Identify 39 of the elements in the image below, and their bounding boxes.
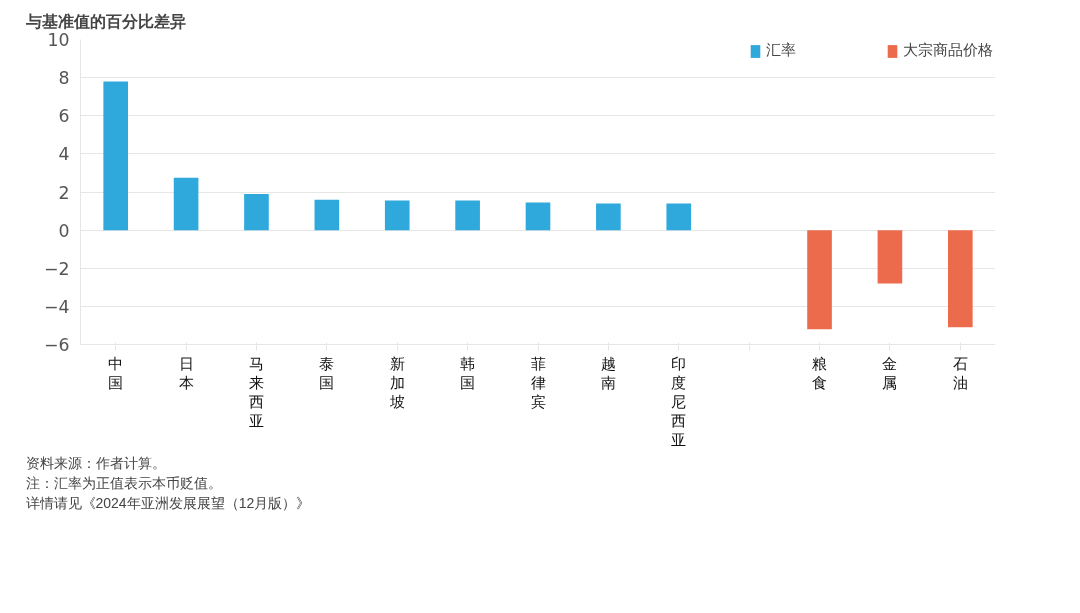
- bar: [666, 203, 692, 231]
- bar: [103, 81, 129, 231]
- y-tick-label: −6: [43, 335, 70, 355]
- y-tick-label: 6: [58, 106, 70, 127]
- x-tick-label: 新加坡: [388, 355, 405, 410]
- y-tick-label: 8: [58, 68, 70, 89]
- bar: [384, 200, 410, 231]
- bar: [947, 230, 973, 328]
- y-tick-label: 10: [47, 30, 70, 50]
- bar: [244, 193, 269, 231]
- bar: [596, 203, 621, 231]
- x-tick-label: 越南: [600, 355, 616, 391]
- x-tick-label: 石油: [952, 355, 968, 391]
- y-tick-label: −4: [43, 296, 70, 317]
- y-tick-label: −2: [43, 258, 70, 279]
- y-axis-title: 与基准值的百分比差异: [24, 12, 186, 30]
- x-tick-label: 金属: [882, 355, 898, 391]
- x-tick-label: 菲律宾: [530, 355, 546, 410]
- x-tick-label: 粮食: [812, 355, 828, 391]
- x-tick-label: 马来西亚: [248, 355, 264, 430]
- y-tick-label: 2: [58, 182, 70, 203]
- bar: [877, 230, 903, 284]
- bar: [173, 177, 199, 231]
- bar: [314, 199, 340, 231]
- bar: [525, 202, 551, 231]
- x-tick-label: 印度尼西亚: [671, 355, 687, 449]
- text: 注：汇率为正值表示本币贬值。: [25, 474, 222, 491]
- y-tick-label: 0: [58, 220, 70, 241]
- y-tick-label: 4: [58, 144, 70, 165]
- x-tick-label: 日本: [178, 355, 194, 391]
- text: 详情请见《2024年亚洲发展展望（12月版）》: [25, 494, 311, 511]
- x-tick-label: 韩国: [460, 355, 476, 391]
- legend-label: 汇率: [766, 41, 796, 60]
- bar: [455, 200, 480, 231]
- x-tick-label: 中国: [108, 355, 124, 391]
- text: 资料来源：作者计算。: [25, 454, 166, 471]
- legend-label: 大宗商品价格: [903, 41, 993, 60]
- bar: [807, 230, 832, 330]
- x-tick-label: 泰国: [319, 355, 335, 391]
